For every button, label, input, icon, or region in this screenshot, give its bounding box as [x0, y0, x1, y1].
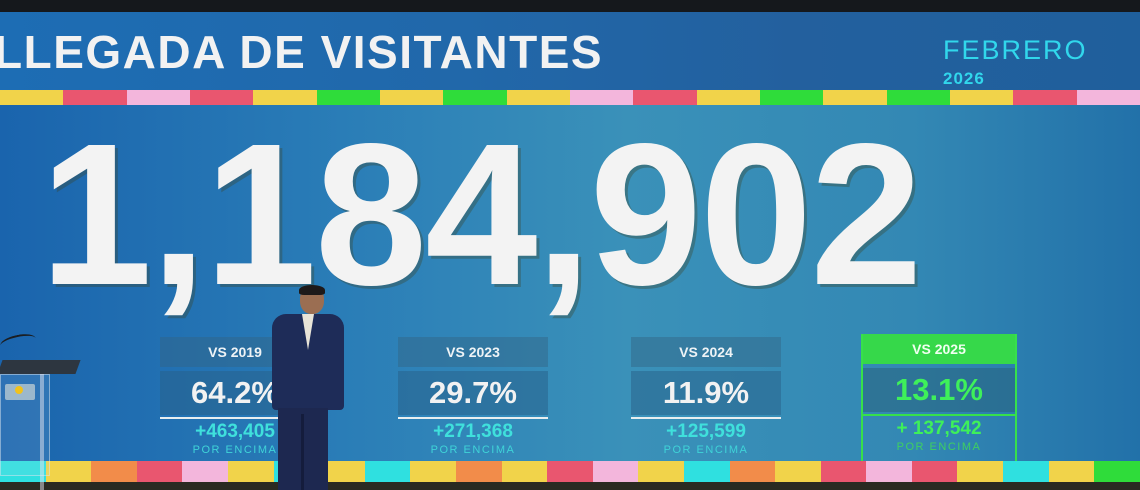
stage-top-edge [0, 0, 1140, 12]
pattern-segment [0, 90, 64, 105]
comparison-label: VS 2024 [631, 337, 781, 367]
pattern-segment [592, 461, 639, 482]
presenter-hair [299, 285, 325, 295]
pattern-segment [227, 461, 274, 482]
pattern-segment [443, 90, 507, 105]
decorative-pattern-strip-bottom [0, 461, 1140, 482]
comparison-card-2024: VS 2024 11.9% +125,599 POR ENCIMA [631, 337, 781, 461]
presenter-figure [266, 285, 348, 490]
comparison-card-2023: VS 2023 29.7% +271,368 POR ENCIMA [398, 337, 548, 461]
pattern-segment [253, 90, 317, 105]
pattern-segment [316, 90, 380, 105]
pattern-segment [45, 461, 92, 482]
pattern-segment [0, 461, 46, 482]
pattern-segment [949, 90, 1014, 105]
pattern-segment [319, 461, 365, 482]
pattern-segment [957, 461, 1004, 482]
pattern-segment [379, 90, 444, 105]
pattern-segment [1094, 461, 1140, 482]
slide-title: LLEGADA DE VISITANTES [0, 26, 604, 78]
card-divider [398, 417, 548, 419]
pattern-segment [1076, 90, 1140, 105]
pattern-segment [547, 461, 593, 482]
comparison-delta: + 137,542 [896, 418, 982, 439]
card-divider [863, 414, 1015, 416]
pattern-segment [633, 90, 697, 105]
presenter-legs [278, 408, 328, 490]
comparison-delta: +125,599 [666, 421, 746, 442]
podium-logo-icon [5, 384, 35, 400]
comparison-subtext: POR ENCIMA [663, 444, 749, 456]
pattern-segment [638, 461, 684, 482]
decorative-pattern-strip-top [0, 90, 1140, 105]
month-label: FEBRERO [943, 35, 1088, 65]
pattern-segment [759, 90, 824, 105]
pattern-segment [189, 90, 254, 105]
comparison-delta: +463,405 [195, 421, 275, 442]
pattern-segment [775, 461, 821, 482]
pattern-segment [696, 90, 760, 105]
pattern-segment [455, 461, 502, 482]
pattern-segment [886, 90, 950, 105]
comparison-label: VS 2025 [863, 334, 1015, 364]
pattern-segment [569, 90, 634, 105]
comparison-subtext: POR ENCIMA [430, 444, 516, 456]
pattern-segment [91, 461, 137, 482]
card-divider [160, 417, 310, 419]
pattern-segment [1003, 461, 1049, 482]
comparison-subtext: POR ENCIMA [192, 444, 278, 456]
comparison-delta: +271,368 [433, 421, 513, 442]
pattern-segment [63, 90, 127, 105]
card-divider [631, 417, 781, 419]
comparison-subtext: POR ENCIMA [896, 441, 982, 453]
pattern-segment [683, 461, 730, 482]
pattern-segment [729, 461, 776, 482]
podium-top [0, 360, 81, 374]
total-visitors-number: 1,184,902 [40, 101, 923, 327]
stage-floor [0, 482, 1140, 490]
pattern-segment [410, 461, 456, 482]
pattern-segment [1013, 90, 1077, 105]
pattern-segment [866, 461, 912, 482]
pattern-segment [911, 461, 958, 482]
comparison-card-2025-highlighted: VS 2025 13.1% + 137,542 POR ENCIMA [861, 334, 1017, 463]
comparison-percent: 13.1% [863, 368, 1015, 412]
year-label: 2026 [943, 69, 985, 88]
comparison-label: VS 2023 [398, 337, 548, 367]
pattern-segment [820, 461, 867, 482]
pattern-segment [501, 461, 548, 482]
slide-main-panel: 1,184,902 VS 2019 64.2% +463,405 POR ENC… [0, 101, 1140, 463]
pattern-segment [136, 461, 183, 482]
pattern-segment [364, 461, 411, 482]
pattern-segment [823, 90, 887, 105]
pattern-segment [126, 90, 190, 105]
podium-leg [40, 374, 44, 490]
glass-podium [0, 360, 81, 490]
pattern-segment [182, 461, 228, 482]
comparison-percent: 29.7% [398, 371, 548, 415]
comparison-percent: 11.9% [631, 371, 781, 415]
pattern-segment [506, 90, 570, 105]
pattern-segment [1048, 461, 1095, 482]
slide-header: LLEGADA DE VISITANTES FEBRERO 2026 [0, 12, 1140, 90]
